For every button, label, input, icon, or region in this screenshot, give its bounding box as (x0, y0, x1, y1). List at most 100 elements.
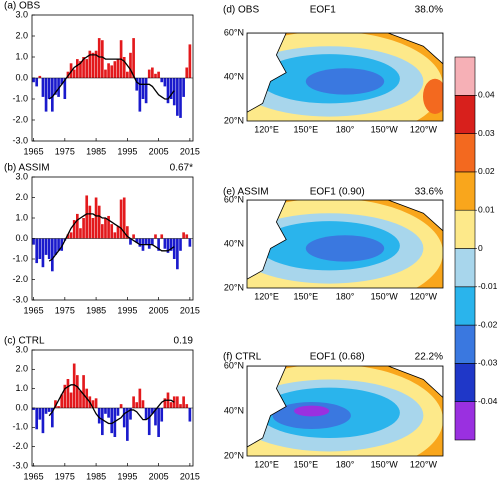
bar (166, 238, 170, 253)
y-tick-label: 0.0 (15, 402, 28, 412)
panel-title: (b) ASSIM (4, 163, 50, 174)
colorbar-box (454, 133, 476, 173)
panel-title: (f) CTRL (223, 352, 262, 363)
land (387, 33, 443, 65)
bar (169, 238, 173, 251)
bar (122, 197, 126, 239)
bar (113, 61, 117, 78)
lat-label: 20°N (224, 282, 244, 292)
y-tick-label: -1.0 (12, 422, 28, 432)
bar (97, 38, 101, 78)
bar (88, 50, 92, 78)
bar (185, 234, 189, 239)
bar (144, 78, 148, 104)
colorbar-box (454, 286, 476, 326)
colorbar-box (454, 363, 476, 402)
bar (135, 78, 139, 91)
plot-frame (31, 349, 194, 467)
bar (101, 408, 104, 436)
colorbar-label: 0.03 (478, 128, 495, 138)
bar (91, 218, 95, 239)
bar (176, 78, 179, 116)
bar (151, 408, 154, 414)
y-tick-label: 3.0 (15, 344, 28, 354)
colorbar-box (454, 248, 476, 288)
lat-label: 20°N (224, 115, 244, 125)
y-tick-label: -1.0 (12, 253, 28, 263)
bar (182, 78, 185, 97)
y-tick-label: 2.0 (15, 30, 28, 40)
lon-label: 120°W (410, 291, 438, 301)
bar (32, 408, 35, 410)
bar (169, 78, 173, 99)
bar (126, 226, 129, 239)
lon-label: 120°W (410, 459, 438, 469)
bar (116, 226, 120, 239)
bar (57, 406, 60, 408)
bar (163, 238, 167, 249)
bar (141, 400, 145, 408)
bar (85, 195, 89, 239)
bar (76, 213, 79, 239)
colorbar-box (454, 95, 476, 134)
bar (154, 408, 157, 426)
lat-label: 40°N (224, 405, 244, 415)
colorbar-label: 0.02 (478, 166, 495, 176)
bar (101, 224, 104, 239)
bar (85, 59, 89, 78)
contour (305, 68, 385, 95)
bar (54, 238, 57, 255)
bar (63, 78, 67, 99)
y-tick-label: 2.0 (15, 364, 28, 374)
annotation: 0.67* (170, 163, 193, 174)
bar (160, 234, 164, 239)
bar (119, 404, 123, 408)
bar (132, 234, 135, 239)
bar (47, 408, 51, 412)
bar (41, 78, 45, 97)
bar (132, 38, 135, 78)
bar (151, 238, 154, 245)
bar (72, 69, 76, 78)
smoothed-line (48, 384, 175, 425)
lon-label: 120°E (254, 124, 279, 134)
colorbar-box (454, 209, 476, 249)
lon-label: 150°W (371, 459, 399, 469)
lon-label: 150°E (293, 124, 318, 134)
bar (104, 69, 107, 78)
colorbar-label: -0.03 (478, 358, 498, 368)
bar (132, 396, 135, 408)
bar (172, 396, 176, 408)
bar (82, 218, 85, 239)
land (247, 33, 287, 113)
land (247, 200, 287, 280)
bar (135, 238, 139, 243)
bar (110, 65, 114, 78)
colorbar-box (454, 171, 476, 211)
bar (188, 44, 192, 78)
bar (94, 398, 98, 408)
bar (176, 396, 179, 408)
lat-label: 60°N (224, 194, 244, 204)
bar (60, 238, 64, 251)
x-tick-label: 1965 (24, 305, 44, 315)
plot-frame (31, 176, 194, 301)
smoothed-line (48, 54, 175, 100)
smoothed-line (48, 213, 175, 262)
x-tick-label: 1975 (55, 471, 75, 481)
contour (423, 78, 443, 114)
x-tick-label: 1985 (86, 146, 106, 156)
bar (163, 398, 167, 408)
x-tick-label: 1995 (117, 146, 137, 156)
bar (38, 238, 42, 259)
bar (35, 238, 39, 264)
contour (305, 235, 385, 262)
bar (160, 78, 164, 83)
panel-subtitle: EOF1 (0.68) (310, 352, 365, 363)
bar (163, 78, 167, 87)
bar (129, 52, 132, 78)
bar (82, 57, 85, 78)
x-tick-label: 1985 (86, 471, 106, 481)
bar (169, 402, 173, 408)
x-tick-label: 2015 (180, 305, 200, 315)
